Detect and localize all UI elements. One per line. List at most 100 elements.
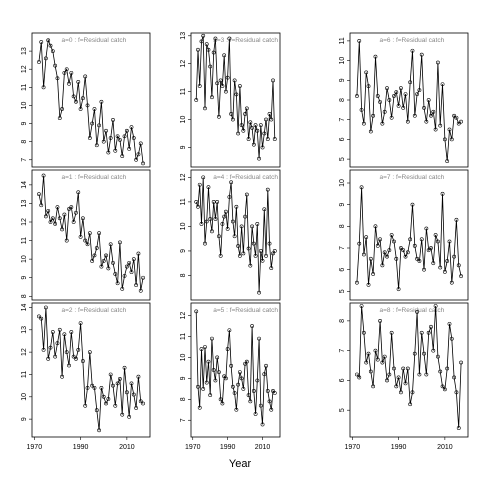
data-point [401, 248, 406, 253]
series-line [195, 311, 276, 425]
data-point [41, 173, 46, 178]
data-point [269, 407, 274, 412]
data-point [440, 191, 445, 196]
data-point [74, 356, 78, 361]
data-point [136, 374, 141, 379]
data-point [127, 414, 132, 419]
data-point [410, 48, 415, 53]
data-point [380, 263, 385, 268]
data-point [449, 336, 454, 341]
data-point [246, 246, 251, 251]
y-tick-label: 12 [180, 60, 187, 68]
y-tick-label: 12 [21, 65, 28, 73]
data-point [199, 39, 204, 44]
data-point [232, 391, 237, 395]
data-point [417, 259, 422, 263]
data-point [253, 253, 258, 258]
data-point [422, 267, 426, 272]
data-point [250, 224, 254, 229]
data-point [204, 42, 209, 47]
y-tick-label: 7 [21, 158, 28, 162]
data-point [206, 185, 211, 190]
data-point [248, 120, 253, 125]
data-point [41, 347, 46, 352]
data-point [399, 246, 403, 250]
data-point [442, 387, 447, 392]
data-point [50, 49, 55, 54]
data-point [267, 399, 272, 404]
data-point [138, 141, 143, 146]
data-point [442, 137, 447, 142]
data-point [375, 243, 380, 248]
data-point [106, 150, 111, 155]
data-point [237, 84, 242, 88]
data-point [104, 401, 108, 406]
data-point [459, 119, 463, 124]
data-point [138, 399, 143, 404]
data-point [408, 80, 413, 85]
data-point [210, 229, 214, 234]
x-tick-label: 1970 [345, 444, 361, 451]
data-point [90, 121, 95, 126]
data-point [97, 231, 101, 236]
data-point [355, 372, 359, 377]
panel-title: a=4 : f=Residual catch [213, 174, 278, 181]
y-tick-label: 5 [339, 157, 346, 161]
y-tick-label: 8 [21, 140, 28, 144]
data-point [53, 63, 58, 68]
data-point [394, 384, 399, 389]
data-point [94, 408, 99, 413]
panel-title: a=6 : f=Residual catch [380, 37, 445, 44]
data-point [232, 78, 237, 83]
y-tick-label: 11 [21, 371, 28, 378]
data-point [401, 366, 406, 371]
data-point [373, 54, 378, 59]
data-point [225, 75, 230, 80]
panel-frame [190, 169, 281, 301]
y-tick-label: 10 [180, 222, 187, 230]
data-point [431, 109, 436, 114]
x-tick-label: 1990 [73, 444, 89, 451]
data-point [78, 107, 83, 111]
data-point [197, 182, 202, 187]
data-point [258, 249, 263, 253]
data-point [361, 252, 366, 257]
data-point [419, 52, 424, 57]
data-point [94, 143, 99, 148]
data-point [124, 264, 129, 269]
data-point [267, 112, 272, 116]
y-tick-label: 10 [180, 353, 187, 361]
data-point [62, 70, 67, 75]
data-point [120, 412, 125, 417]
data-point [454, 217, 459, 222]
data-point [375, 357, 380, 362]
panel-title: a=2 : f=Residual catch [62, 307, 127, 314]
data-point [272, 249, 277, 253]
y-tick-label: 9 [180, 376, 187, 380]
data-point [215, 355, 220, 360]
data-point [60, 227, 64, 232]
data-point [203, 241, 207, 246]
data-point [57, 327, 62, 332]
data-point [405, 366, 410, 371]
data-point [431, 261, 436, 266]
y-tick-label: 12 [21, 348, 28, 356]
data-point [120, 154, 125, 159]
data-point [239, 224, 244, 229]
data-point [429, 324, 433, 329]
data-point [229, 363, 234, 368]
panel-title: a=7 : f=Residual catch [380, 174, 445, 181]
data-point [262, 372, 267, 377]
data-point [431, 348, 436, 353]
data-point [359, 107, 364, 112]
data-point [67, 207, 71, 211]
y-tick-label: 8 [339, 98, 346, 102]
data-point [389, 330, 394, 335]
data-point [104, 128, 108, 133]
panel-title: a=3 : f=Residual catch [213, 37, 278, 44]
data-point [440, 82, 445, 87]
data-point [438, 369, 443, 374]
data-point [225, 226, 230, 231]
data-point [255, 378, 260, 383]
data-point [134, 157, 139, 162]
